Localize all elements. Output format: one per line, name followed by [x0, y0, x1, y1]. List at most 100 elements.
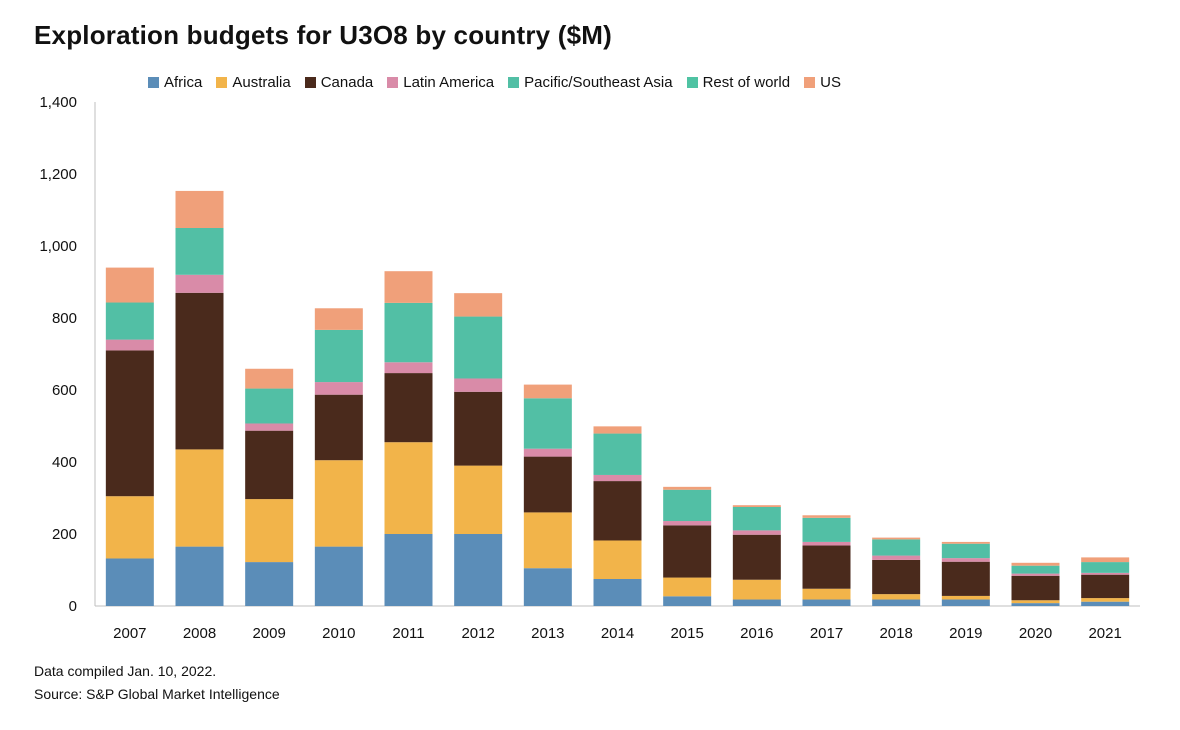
legend-label: Africa	[164, 74, 203, 91]
bar-us-2021	[1081, 557, 1130, 563]
y-tick-label: 800	[52, 310, 77, 327]
legend-swatch	[148, 77, 159, 88]
bar-africa-2014	[593, 579, 642, 606]
legend-item-rest-of-world: Rest of world	[686, 74, 791, 91]
bar-australia-2012	[454, 465, 503, 534]
bar-africa-2020	[1011, 603, 1060, 606]
bar-us-2017	[802, 515, 851, 518]
bar-latin-america-2010	[314, 382, 363, 395]
bar-pacific-southeast-asia-2012	[454, 316, 503, 379]
bar-latin-america-2007	[105, 339, 154, 351]
bar-canada-2008	[175, 292, 224, 450]
bar-australia-2011	[384, 442, 433, 534]
bar-canada-2015	[663, 525, 712, 578]
x-tick-label: 2012	[461, 625, 494, 642]
bar-canada-2011	[384, 373, 433, 443]
bar-latin-america-2012	[454, 378, 503, 392]
bar-latin-america-2009	[245, 423, 294, 431]
bar-latin-america-2017	[802, 541, 851, 546]
x-tick-label: 2016	[740, 625, 773, 642]
y-tick-label: 400	[52, 454, 77, 471]
bar-us-2015	[663, 486, 712, 490]
bar-us-2016	[732, 505, 781, 507]
bar-australia-2019	[941, 595, 990, 600]
bar-pacific-southeast-asia-2018	[872, 539, 921, 556]
bar-australia-2010	[314, 460, 363, 547]
y-tick-label: 1,000	[39, 238, 77, 255]
x-tick-label: 2021	[1088, 625, 1121, 642]
legend-swatch	[216, 77, 228, 88]
bar-latin-america-2014	[593, 474, 642, 482]
legend-label: Latin America	[403, 74, 495, 91]
y-tick-label: 200	[52, 526, 77, 543]
bar-africa-2010	[314, 546, 363, 606]
x-tick-label: 2018	[879, 625, 912, 642]
bar-latin-america-2013	[523, 448, 572, 457]
legend-swatch	[304, 77, 316, 88]
bar-australia-2020	[1011, 600, 1060, 604]
bar-us-2013	[523, 384, 572, 399]
bar-canada-2009	[245, 430, 294, 500]
x-tick-label: 2017	[810, 625, 843, 642]
legend-item-canada: Canada	[304, 74, 373, 91]
bar-australia-2015	[663, 577, 712, 597]
chart-title: Exploration budgets for U3O8 by country …	[34, 20, 612, 50]
bar-us-2014	[593, 426, 642, 434]
bar-australia-2009	[245, 499, 294, 563]
bar-australia-2008	[175, 449, 224, 547]
bar-latin-america-2016	[732, 530, 781, 535]
y-tick-label: 0	[69, 598, 77, 615]
bar-pacific-southeast-asia-2020	[1011, 565, 1060, 574]
legend-item-africa: Africa	[148, 74, 202, 91]
bar-africa-2011	[384, 534, 433, 606]
legend-item-us: US	[804, 74, 841, 91]
x-tick-label: 2007	[113, 625, 146, 642]
bar-latin-america-2015	[663, 521, 712, 526]
bar-canada-2010	[314, 394, 363, 461]
bar-canada-2018	[872, 559, 921, 595]
bar-latin-america-2018	[872, 555, 921, 560]
bar-us-2020	[1011, 562, 1060, 566]
bar-canada-2017	[802, 545, 851, 589]
source-note: Source: S&P Global Market Intelligence	[34, 686, 280, 702]
bar-australia-2021	[1081, 598, 1130, 602]
bar-africa-2013	[523, 568, 572, 606]
legend-swatch	[508, 77, 520, 88]
legend-item-pacific-southeast-asia: Pacific/Southeast Asia	[508, 74, 673, 91]
bar-pacific-southeast-asia-2011	[384, 302, 433, 363]
x-tick-label: 2009	[252, 625, 285, 642]
bar-africa-2017	[802, 599, 851, 606]
bar-canada-2013	[523, 456, 572, 513]
bar-us-2009	[245, 368, 294, 389]
bar-latin-america-2021	[1081, 572, 1130, 575]
legend-label: Pacific/Southeast Asia	[524, 74, 673, 91]
bar-australia-2016	[732, 579, 781, 600]
bar-us-2008	[175, 190, 224, 228]
bar-africa-2016	[732, 599, 781, 606]
x-tick-label: 2011	[392, 625, 424, 642]
bar-africa-2021	[1081, 601, 1130, 606]
bar-pacific-southeast-asia-2019	[941, 543, 990, 559]
x-tick-label: 2013	[531, 625, 564, 642]
bar-canada-2021	[1081, 574, 1130, 599]
bar-australia-2017	[802, 588, 851, 600]
legend-swatch	[804, 77, 816, 88]
bar-latin-america-2008	[175, 274, 224, 293]
bar-africa-2018	[872, 599, 921, 606]
bar-pacific-southeast-asia-2013	[523, 398, 572, 449]
bar-pacific-southeast-asia-2007	[105, 302, 154, 340]
x-tick-label: 2014	[601, 625, 634, 642]
bar-pacific-southeast-asia-2021	[1081, 562, 1130, 573]
y-tick-label: 1,200	[39, 166, 77, 183]
chart-svg: 0 200 400 600 800 1,000 1,200 1,400 2007 2008 2009…	[39, 94, 1140, 642]
bar-canada-2019	[941, 561, 990, 596]
y-tick-label: 600	[52, 382, 77, 399]
bar-australia-2018	[872, 594, 921, 600]
bar-canada-2014	[593, 481, 642, 541]
x-tick-label: 2020	[1019, 625, 1052, 642]
x-tick-label: 2019	[949, 625, 982, 642]
legend-label: Rest of world	[702, 74, 791, 91]
bar-pacific-southeast-asia-2015	[663, 489, 712, 522]
data-compiled-note: Data compiled Jan. 10, 2022.	[34, 663, 217, 679]
bar-australia-2014	[593, 540, 642, 579]
